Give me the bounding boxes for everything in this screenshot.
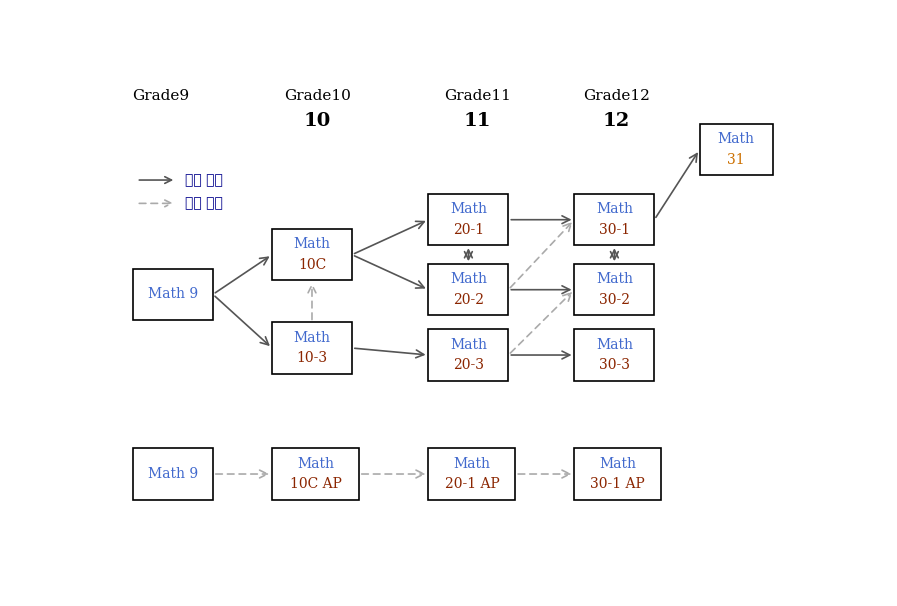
Text: Math: Math [293, 331, 330, 345]
Text: 일반 경로: 일반 경로 [185, 173, 223, 187]
Text: Grade11: Grade11 [444, 89, 510, 103]
Text: 30-1: 30-1 [599, 223, 630, 237]
Text: Grade9: Grade9 [132, 89, 189, 103]
Text: 20-1: 20-1 [453, 223, 484, 237]
Text: 11: 11 [464, 112, 491, 130]
FancyBboxPatch shape [272, 448, 359, 500]
Text: 30-2: 30-2 [599, 293, 630, 307]
Text: Math: Math [450, 338, 487, 351]
FancyBboxPatch shape [574, 194, 654, 245]
Text: Math: Math [453, 457, 491, 471]
FancyBboxPatch shape [574, 448, 661, 500]
Text: 20-3: 20-3 [453, 358, 483, 372]
Text: 10C AP: 10C AP [290, 478, 342, 491]
Text: 31: 31 [727, 153, 745, 167]
Text: Math 9: Math 9 [148, 467, 198, 481]
Text: Math: Math [596, 202, 633, 216]
Text: 10C: 10C [298, 258, 327, 272]
FancyBboxPatch shape [429, 264, 509, 315]
Text: 10: 10 [303, 112, 331, 130]
Text: Grade10: Grade10 [283, 89, 351, 103]
Text: Math: Math [450, 202, 487, 216]
FancyBboxPatch shape [272, 322, 352, 374]
Text: Math: Math [450, 273, 487, 287]
Text: Math: Math [293, 238, 330, 251]
Text: Math: Math [596, 338, 633, 351]
Text: 20-1 AP: 20-1 AP [445, 478, 500, 491]
Text: Math: Math [599, 457, 636, 471]
Text: 10-3: 10-3 [296, 351, 327, 365]
Text: Grade12: Grade12 [583, 89, 649, 103]
Text: 12: 12 [603, 112, 630, 130]
Text: 20-2: 20-2 [453, 293, 483, 307]
Text: Math: Math [297, 457, 334, 471]
FancyBboxPatch shape [133, 268, 213, 320]
FancyBboxPatch shape [429, 330, 509, 381]
FancyBboxPatch shape [429, 194, 509, 245]
FancyBboxPatch shape [574, 264, 654, 315]
Text: Math: Math [718, 133, 754, 147]
Text: 가능 경로: 가능 경로 [185, 196, 223, 210]
FancyBboxPatch shape [272, 229, 352, 281]
FancyBboxPatch shape [133, 448, 213, 500]
FancyBboxPatch shape [574, 330, 654, 381]
Text: Math 9: Math 9 [148, 287, 198, 301]
FancyBboxPatch shape [700, 124, 772, 175]
Text: 30-3: 30-3 [599, 358, 630, 372]
Text: 30-1 AP: 30-1 AP [590, 478, 645, 491]
FancyBboxPatch shape [429, 448, 515, 500]
Text: Math: Math [596, 273, 633, 287]
